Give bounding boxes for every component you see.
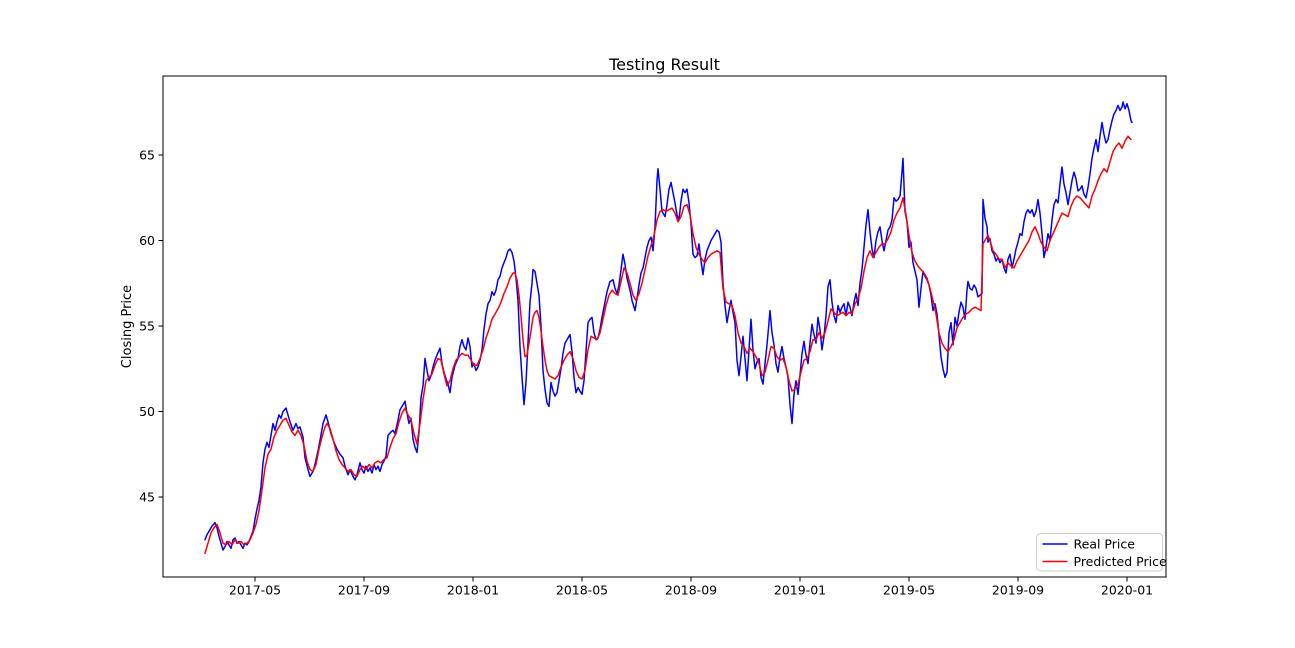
x-tick-label: 2019-09	[992, 583, 1044, 598]
x-tick-label: 2017-09	[338, 583, 390, 598]
real-price-line	[204, 101, 1133, 551]
legend: Real Price Predicted Price	[1036, 533, 1167, 572]
x-tick-label: 2019-05	[883, 583, 935, 598]
y-tick-label: 65	[139, 148, 155, 163]
y-tick-label: 55	[139, 319, 155, 334]
x-tick-label: 2018-01	[447, 583, 499, 598]
axis-ticks: 2017-05 2017-09 2018-01 2018-05 2018-09 2019-…	[139, 148, 1153, 598]
legend-box	[1036, 533, 1163, 572]
x-tick-label: 2018-05	[556, 583, 608, 598]
legend-real-price-label: Real Price	[1074, 537, 1136, 552]
series-lines	[204, 101, 1133, 555]
predicted-price-line	[204, 135, 1132, 555]
legend-predicted-price-label: Predicted Price	[1074, 554, 1167, 569]
x-tick-label: 2018-09	[665, 583, 717, 598]
x-tick-label: 2017-05	[229, 583, 281, 598]
chart-title: Testing Result	[608, 55, 720, 74]
x-tick-label: 2020-01	[1101, 583, 1153, 598]
y-tick-label: 45	[139, 490, 155, 505]
x-tick-label: 2019-01	[774, 583, 826, 598]
y-tick-label: 60	[139, 233, 155, 248]
y-tick-label: 50	[139, 404, 155, 419]
plot-border	[162, 75, 1167, 578]
y-axis-title: Closing Price	[120, 285, 135, 368]
